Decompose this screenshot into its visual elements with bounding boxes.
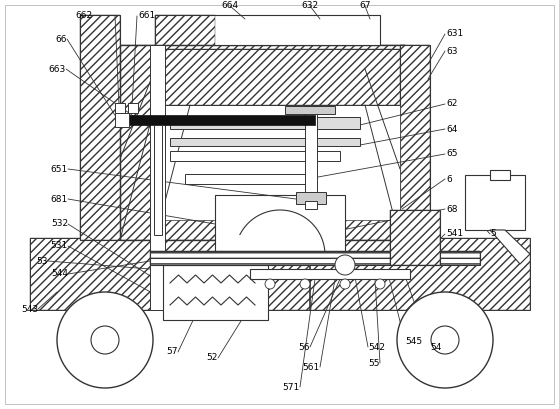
- Text: 68: 68: [446, 204, 457, 213]
- Text: 6: 6: [446, 175, 452, 184]
- Text: 66: 66: [55, 34, 67, 43]
- Bar: [400, 45, 430, 240]
- Bar: [128, 103, 138, 113]
- Text: 542: 542: [368, 342, 385, 351]
- Text: 661: 661: [138, 11, 155, 20]
- Text: 662: 662: [76, 11, 93, 20]
- Bar: [30, 238, 530, 310]
- Bar: [285, 106, 335, 114]
- Bar: [305, 201, 317, 209]
- Text: 532: 532: [51, 220, 68, 229]
- Text: 65: 65: [446, 150, 457, 159]
- Bar: [170, 151, 340, 161]
- Text: 52: 52: [207, 353, 218, 362]
- Bar: [465, 175, 525, 230]
- Bar: [120, 45, 405, 240]
- Bar: [155, 15, 215, 45]
- Text: 5: 5: [490, 229, 496, 238]
- Text: 543: 543: [21, 304, 38, 314]
- Bar: [170, 117, 360, 129]
- Bar: [80, 15, 120, 240]
- Text: 64: 64: [446, 124, 457, 133]
- Text: 53: 53: [36, 256, 48, 265]
- Bar: [150, 251, 480, 265]
- Text: 541: 541: [446, 229, 463, 238]
- Bar: [120, 115, 315, 125]
- Bar: [400, 45, 430, 240]
- Bar: [155, 49, 400, 105]
- Text: 545: 545: [405, 337, 422, 346]
- Bar: [30, 238, 530, 310]
- Bar: [154, 125, 162, 235]
- Circle shape: [397, 292, 493, 388]
- Text: 531: 531: [51, 241, 68, 250]
- Bar: [115, 103, 125, 113]
- Text: 663: 663: [49, 65, 66, 74]
- Text: 571: 571: [283, 382, 300, 391]
- Circle shape: [91, 326, 119, 354]
- Circle shape: [335, 255, 355, 275]
- Text: 62: 62: [446, 99, 457, 108]
- Bar: [163, 265, 268, 320]
- Circle shape: [375, 279, 385, 289]
- Bar: [150, 251, 480, 265]
- Bar: [155, 90, 400, 220]
- Bar: [115, 113, 129, 127]
- Circle shape: [300, 279, 310, 289]
- Bar: [250, 269, 410, 279]
- Bar: [155, 49, 400, 105]
- Text: 631: 631: [446, 29, 463, 38]
- Text: 54: 54: [430, 342, 442, 351]
- Bar: [215, 195, 345, 255]
- Bar: [120, 45, 405, 240]
- Text: 651: 651: [51, 164, 68, 173]
- Text: 56: 56: [299, 342, 310, 351]
- Bar: [170, 138, 360, 146]
- Text: 632: 632: [301, 2, 319, 11]
- Bar: [490, 170, 510, 180]
- Bar: [296, 192, 326, 204]
- Bar: [390, 210, 440, 265]
- Text: 664: 664: [221, 2, 239, 11]
- Circle shape: [265, 279, 275, 289]
- Bar: [390, 210, 440, 265]
- Text: 67: 67: [359, 2, 371, 11]
- Text: 544: 544: [51, 270, 68, 279]
- Bar: [80, 15, 120, 240]
- Bar: [150, 45, 165, 310]
- Text: 561: 561: [303, 362, 320, 371]
- Bar: [305, 106, 317, 201]
- Text: 57: 57: [167, 348, 178, 357]
- Text: 63: 63: [446, 47, 457, 56]
- Circle shape: [431, 326, 459, 354]
- Circle shape: [57, 292, 153, 388]
- Circle shape: [340, 279, 350, 289]
- Polygon shape: [490, 230, 530, 264]
- Text: 55: 55: [368, 359, 380, 368]
- Bar: [185, 174, 305, 184]
- Bar: [155, 15, 380, 45]
- Text: 681: 681: [51, 195, 68, 204]
